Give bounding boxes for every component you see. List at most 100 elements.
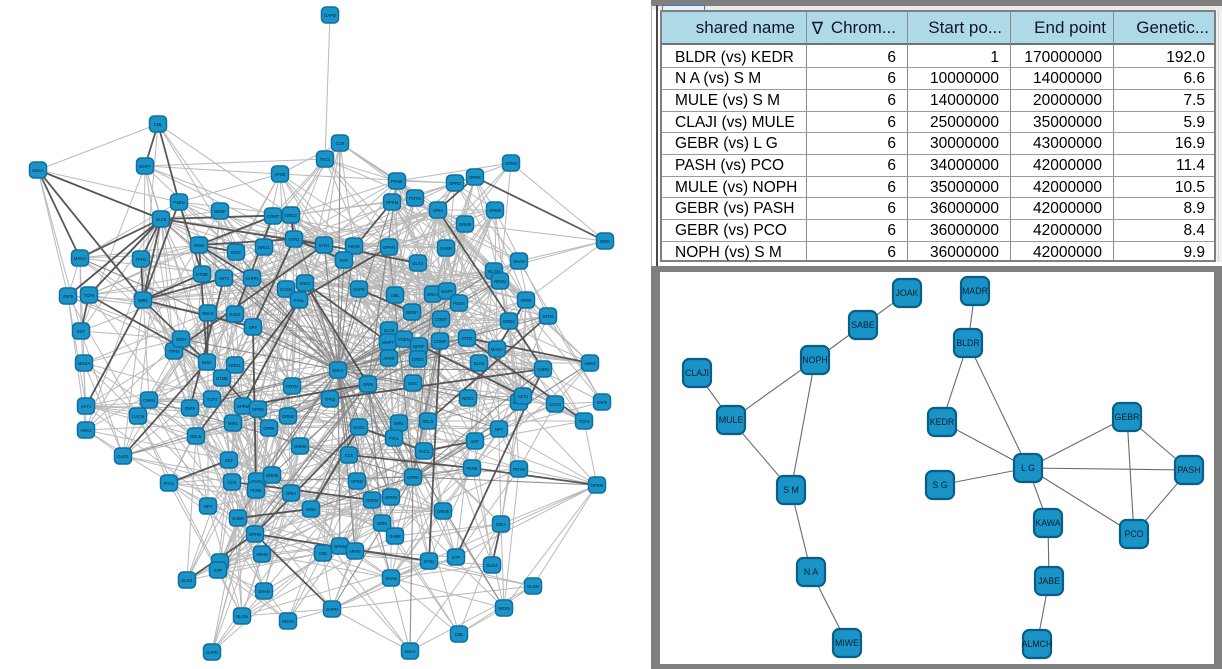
svg-text:BLDR: BLDR — [956, 338, 979, 348]
svg-text:COMT: COMT — [267, 214, 280, 219]
svg-text:TAC1: TAC1 — [419, 449, 430, 454]
svg-text:ZNF8: ZNF8 — [63, 294, 74, 299]
svg-text:ANK3: ANK3 — [300, 281, 312, 286]
svg-text:PCO: PCO — [1124, 529, 1143, 539]
svg-text:OPRM: OPRM — [237, 404, 250, 409]
svg-text:PASH: PASH — [1177, 465, 1200, 475]
svg-text:DISC: DISC — [408, 381, 418, 386]
svg-text:AKT1: AKT1 — [81, 404, 92, 409]
svg-text:SST: SST — [471, 439, 480, 444]
svg-text:GPHN: GPHN — [383, 245, 395, 250]
svg-text:TCF4: TCF4 — [579, 419, 590, 424]
svg-text:DLG4: DLG4 — [413, 261, 425, 266]
svg-text:NPY: NPY — [204, 504, 213, 509]
svg-text:GRIN: GRIN — [194, 243, 204, 248]
svg-text:SLC6: SLC6 — [474, 361, 485, 366]
svg-text:CHRN: CHRN — [537, 367, 549, 372]
svg-text:ARHG: ARHG — [256, 552, 268, 557]
svg-text:PSEN: PSEN — [398, 337, 409, 342]
svg-text:CCK: CCK — [345, 453, 354, 458]
svg-text:GABR: GABR — [440, 246, 452, 251]
svg-text:GRM3: GRM3 — [385, 495, 398, 500]
svg-text:DTNB: DTNB — [216, 376, 228, 381]
svg-text:MAOA: MAOA — [491, 347, 504, 352]
svg-text:GRIK: GRIK — [377, 521, 387, 526]
svg-text:MAPT: MAPT — [441, 289, 453, 294]
svg-text:APOE: APOE — [520, 298, 532, 303]
svg-text:PDYN: PDYN — [513, 467, 525, 472]
svg-text:JOAK: JOAK — [896, 288, 919, 298]
svg-text:GRM3: GRM3 — [489, 208, 502, 213]
svg-text:MAPT: MAPT — [139, 164, 151, 169]
svg-text:SYP: SYP — [214, 568, 223, 573]
svg-text:OPRM: OPRM — [591, 483, 604, 488]
svg-text:SLC6: SLC6 — [384, 328, 395, 333]
svg-text:PVAL: PVAL — [164, 481, 175, 486]
svg-text:TCF4: TCF4 — [84, 293, 95, 298]
svg-text:SST: SST — [225, 458, 234, 463]
svg-text:OPRD: OPRD — [252, 407, 264, 412]
svg-text:CML: CML — [455, 632, 465, 637]
svg-text:SHAN: SHAN — [513, 259, 525, 264]
svg-text:DLG4: DLG4 — [487, 563, 499, 568]
svg-text:MIR1: MIR1 — [394, 421, 405, 426]
svg-text:NLGN: NLGN — [488, 269, 500, 274]
svg-text:KEDR: KEDR — [930, 417, 954, 427]
svg-text:BDNF: BDNF — [214, 209, 226, 214]
svg-text:NPY: NPY — [495, 427, 504, 432]
svg-text:DRD2: DRD2 — [412, 357, 424, 362]
svg-text:GRM2: GRM2 — [505, 161, 518, 166]
svg-text:GRM5: GRM5 — [437, 509, 450, 514]
svg-text:MIR1: MIR1 — [138, 298, 149, 303]
svg-text:PENK: PENK — [391, 179, 403, 184]
svg-text:GRM5: GRM5 — [266, 473, 279, 478]
svg-text:GAPD: GAPD — [326, 607, 338, 612]
svg-text:GAD1: GAD1 — [117, 454, 129, 459]
svg-text:APOE: APOE — [274, 172, 286, 177]
svg-text:TPH2: TPH2 — [169, 349, 180, 354]
svg-text:NLGN: NLGN — [527, 584, 539, 589]
svg-text:GRM2: GRM2 — [282, 414, 295, 419]
svg-text:KAWA: KAWA — [1035, 518, 1060, 528]
svg-text:DLG4: DLG4 — [182, 578, 194, 583]
svg-text:RELN: RELN — [202, 311, 213, 316]
svg-text:OPRK: OPRK — [263, 426, 275, 431]
svg-text:MADR: MADR — [962, 286, 988, 296]
svg-text:SYN1: SYN1 — [319, 243, 331, 248]
svg-text:SLC6: SLC6 — [156, 217, 167, 222]
svg-text:TPH2: TPH2 — [136, 257, 147, 262]
svg-text:HTR2: HTR2 — [462, 336, 474, 341]
svg-text:SABE: SABE — [851, 320, 875, 330]
svg-text:GAD1: GAD1 — [353, 425, 365, 430]
svg-text:PSEN: PSEN — [173, 200, 184, 205]
svg-text:NPY: NPY — [249, 325, 258, 330]
svg-text:S M: S M — [783, 485, 799, 495]
svg-text:TPH2: TPH2 — [325, 397, 336, 402]
svg-text:SST: SST — [77, 329, 86, 334]
svg-text:GRM3: GRM3 — [294, 444, 307, 449]
svg-text:PDYN: PDYN — [409, 196, 421, 201]
svg-text:ANK3: ANK3 — [585, 361, 597, 366]
svg-text:PVAL: PVAL — [389, 436, 400, 441]
svg-text:MAOA: MAOA — [78, 361, 91, 366]
svg-text:GRIA: GRIA — [433, 208, 443, 213]
svg-text:COMT: COMT — [434, 339, 447, 344]
svg-text:NRXN: NRXN — [494, 279, 506, 284]
svg-text:ANK3: ANK3 — [81, 428, 93, 433]
svg-text:GPHN: GPHN — [334, 544, 346, 549]
svg-text:MULE: MULE — [719, 415, 744, 425]
svg-text:CML: CML — [154, 122, 164, 127]
svg-text:NLGN: NLGN — [236, 614, 248, 619]
svg-text:SNCA: SNCA — [332, 368, 344, 373]
svg-text:GRIN: GRIN — [363, 382, 373, 387]
svg-text:ALMCH: ALMCH — [1022, 639, 1053, 649]
svg-text:CML: CML — [391, 293, 401, 298]
svg-text:ZNF8: ZNF8 — [597, 400, 608, 405]
svg-text:GAPD: GAPD — [353, 287, 365, 292]
svg-text:SYP: SYP — [340, 258, 349, 263]
svg-text:GRM5: GRM5 — [459, 222, 472, 227]
svg-text:GRIN: GRIN — [176, 337, 186, 342]
svg-text:BDNF: BDNF — [413, 344, 425, 349]
svg-text:DISC: DISC — [231, 250, 241, 255]
svg-text:NOPH: NOPH — [802, 355, 827, 365]
